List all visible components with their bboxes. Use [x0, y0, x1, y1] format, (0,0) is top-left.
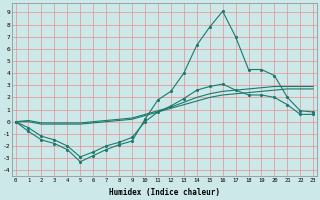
- X-axis label: Humidex (Indice chaleur): Humidex (Indice chaleur): [109, 188, 220, 197]
